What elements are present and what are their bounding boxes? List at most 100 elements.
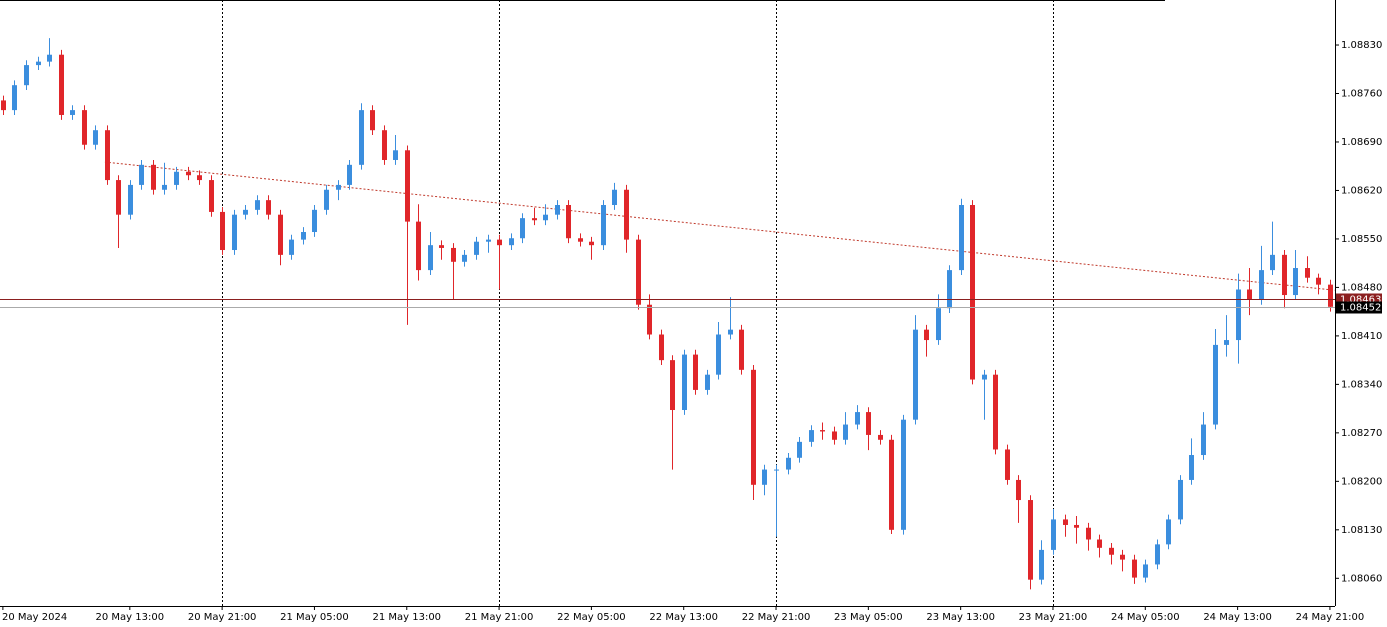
x-tick-label: 23 May 13:00 — [926, 612, 995, 623]
candle-body — [24, 65, 29, 86]
candle-body — [139, 164, 144, 185]
candle-body — [1109, 547, 1114, 555]
candle-body — [462, 254, 467, 262]
x-tick-label: 22 May 05:00 — [557, 612, 626, 623]
candle-body — [47, 54, 52, 62]
candle-body — [301, 232, 306, 240]
candle-body — [428, 245, 433, 271]
candle-body — [347, 164, 352, 185]
y-tick-label: 1.08270 — [1341, 428, 1382, 439]
candle-body — [693, 354, 698, 390]
candle-body — [128, 184, 133, 215]
candle-body — [289, 239, 294, 255]
x-tick-label: 21 May 21:00 — [465, 612, 534, 623]
candle-body — [220, 211, 225, 251]
candle-body — [993, 374, 998, 450]
y-tick-label: 1.08620 — [1341, 185, 1382, 196]
candle-body — [786, 457, 791, 470]
candle-body — [451, 247, 456, 262]
candle-body — [682, 354, 687, 411]
candle-body — [197, 175, 202, 181]
candle-body — [1063, 519, 1068, 525]
candle-body — [1316, 277, 1321, 285]
candle-body — [405, 150, 410, 222]
candle-body — [866, 412, 871, 435]
x-tick-label: 20 May 13:00 — [96, 612, 165, 623]
candle-body — [1247, 289, 1252, 300]
candle-body — [843, 424, 848, 440]
price-label: 1.08452 — [1340, 303, 1381, 314]
y-tick-label: 1.08480 — [1341, 282, 1382, 293]
candle-body — [1, 100, 6, 111]
candle-body — [393, 150, 398, 160]
candle-body — [1305, 268, 1310, 278]
x-tick-label: 22 May 13:00 — [649, 612, 718, 623]
candle-body — [474, 241, 479, 255]
candle-body — [1005, 449, 1010, 480]
candle-body — [1155, 544, 1160, 565]
candle-body — [543, 214, 548, 221]
price-label-box — [1336, 301, 1382, 314]
x-tick-label: 24 May 13:00 — [1203, 612, 1272, 623]
candle-body — [1282, 254, 1287, 296]
candle-body — [728, 329, 733, 335]
candle-body — [924, 329, 929, 341]
y-tick-label: 1.08130 — [1341, 525, 1382, 536]
candle-body — [832, 431, 837, 440]
candle-body — [1328, 284, 1333, 307]
candle-body — [901, 419, 906, 530]
x-tick-label: 21 May 05:00 — [280, 612, 349, 623]
candle-body — [936, 308, 941, 341]
candle-body — [624, 189, 629, 240]
candle-body — [1213, 344, 1218, 425]
candle-body — [578, 238, 583, 242]
candle-body — [209, 180, 214, 212]
x-tick-label: 20 May 21:00 — [188, 612, 257, 623]
candle-body — [612, 189, 617, 206]
candle-body — [1039, 549, 1044, 580]
candle-body — [705, 374, 710, 390]
candle-body — [70, 110, 75, 115]
x-tick-label: 23 May 21:00 — [1019, 612, 1088, 623]
candle-body — [370, 110, 375, 131]
y-tick-label: 1.08690 — [1341, 137, 1382, 148]
candle-body — [266, 200, 271, 215]
candle-body — [186, 171, 191, 176]
x-tick-label: 23 May 05:00 — [834, 612, 903, 623]
candle-body — [566, 205, 571, 239]
candle-body — [520, 218, 525, 239]
candle-body — [889, 439, 894, 530]
candle-body — [232, 214, 237, 251]
candle-body — [947, 270, 952, 309]
candle-body — [312, 209, 317, 233]
candle-body — [1086, 527, 1091, 540]
candle-body — [105, 130, 110, 181]
candle-body — [359, 110, 364, 165]
candle-body — [243, 209, 248, 215]
x-tick-label: 24 May 21:00 — [1296, 612, 1365, 623]
candle-body — [820, 430, 825, 432]
candle-body — [532, 218, 537, 221]
y-tick-label: 1.08200 — [1341, 476, 1382, 487]
candle-body — [1189, 455, 1194, 480]
candle-body — [1016, 479, 1021, 501]
candle-body — [1178, 479, 1183, 520]
candle-body — [1097, 539, 1102, 548]
candle-body — [589, 241, 594, 246]
candle-body — [1132, 559, 1137, 578]
x-tick-label: 20 May 2024 — [2, 612, 67, 623]
candle-body — [116, 180, 121, 215]
candle-body — [809, 430, 814, 442]
candle-body — [670, 360, 675, 411]
candle-body — [1236, 289, 1241, 341]
candle-body — [1028, 500, 1033, 580]
candle-body — [716, 334, 721, 375]
candle-body — [336, 184, 341, 190]
candle-body — [1143, 564, 1148, 578]
candle-body — [1051, 519, 1056, 550]
candle-body — [497, 239, 502, 246]
candle-body — [1166, 519, 1171, 545]
candle-body — [486, 239, 491, 242]
